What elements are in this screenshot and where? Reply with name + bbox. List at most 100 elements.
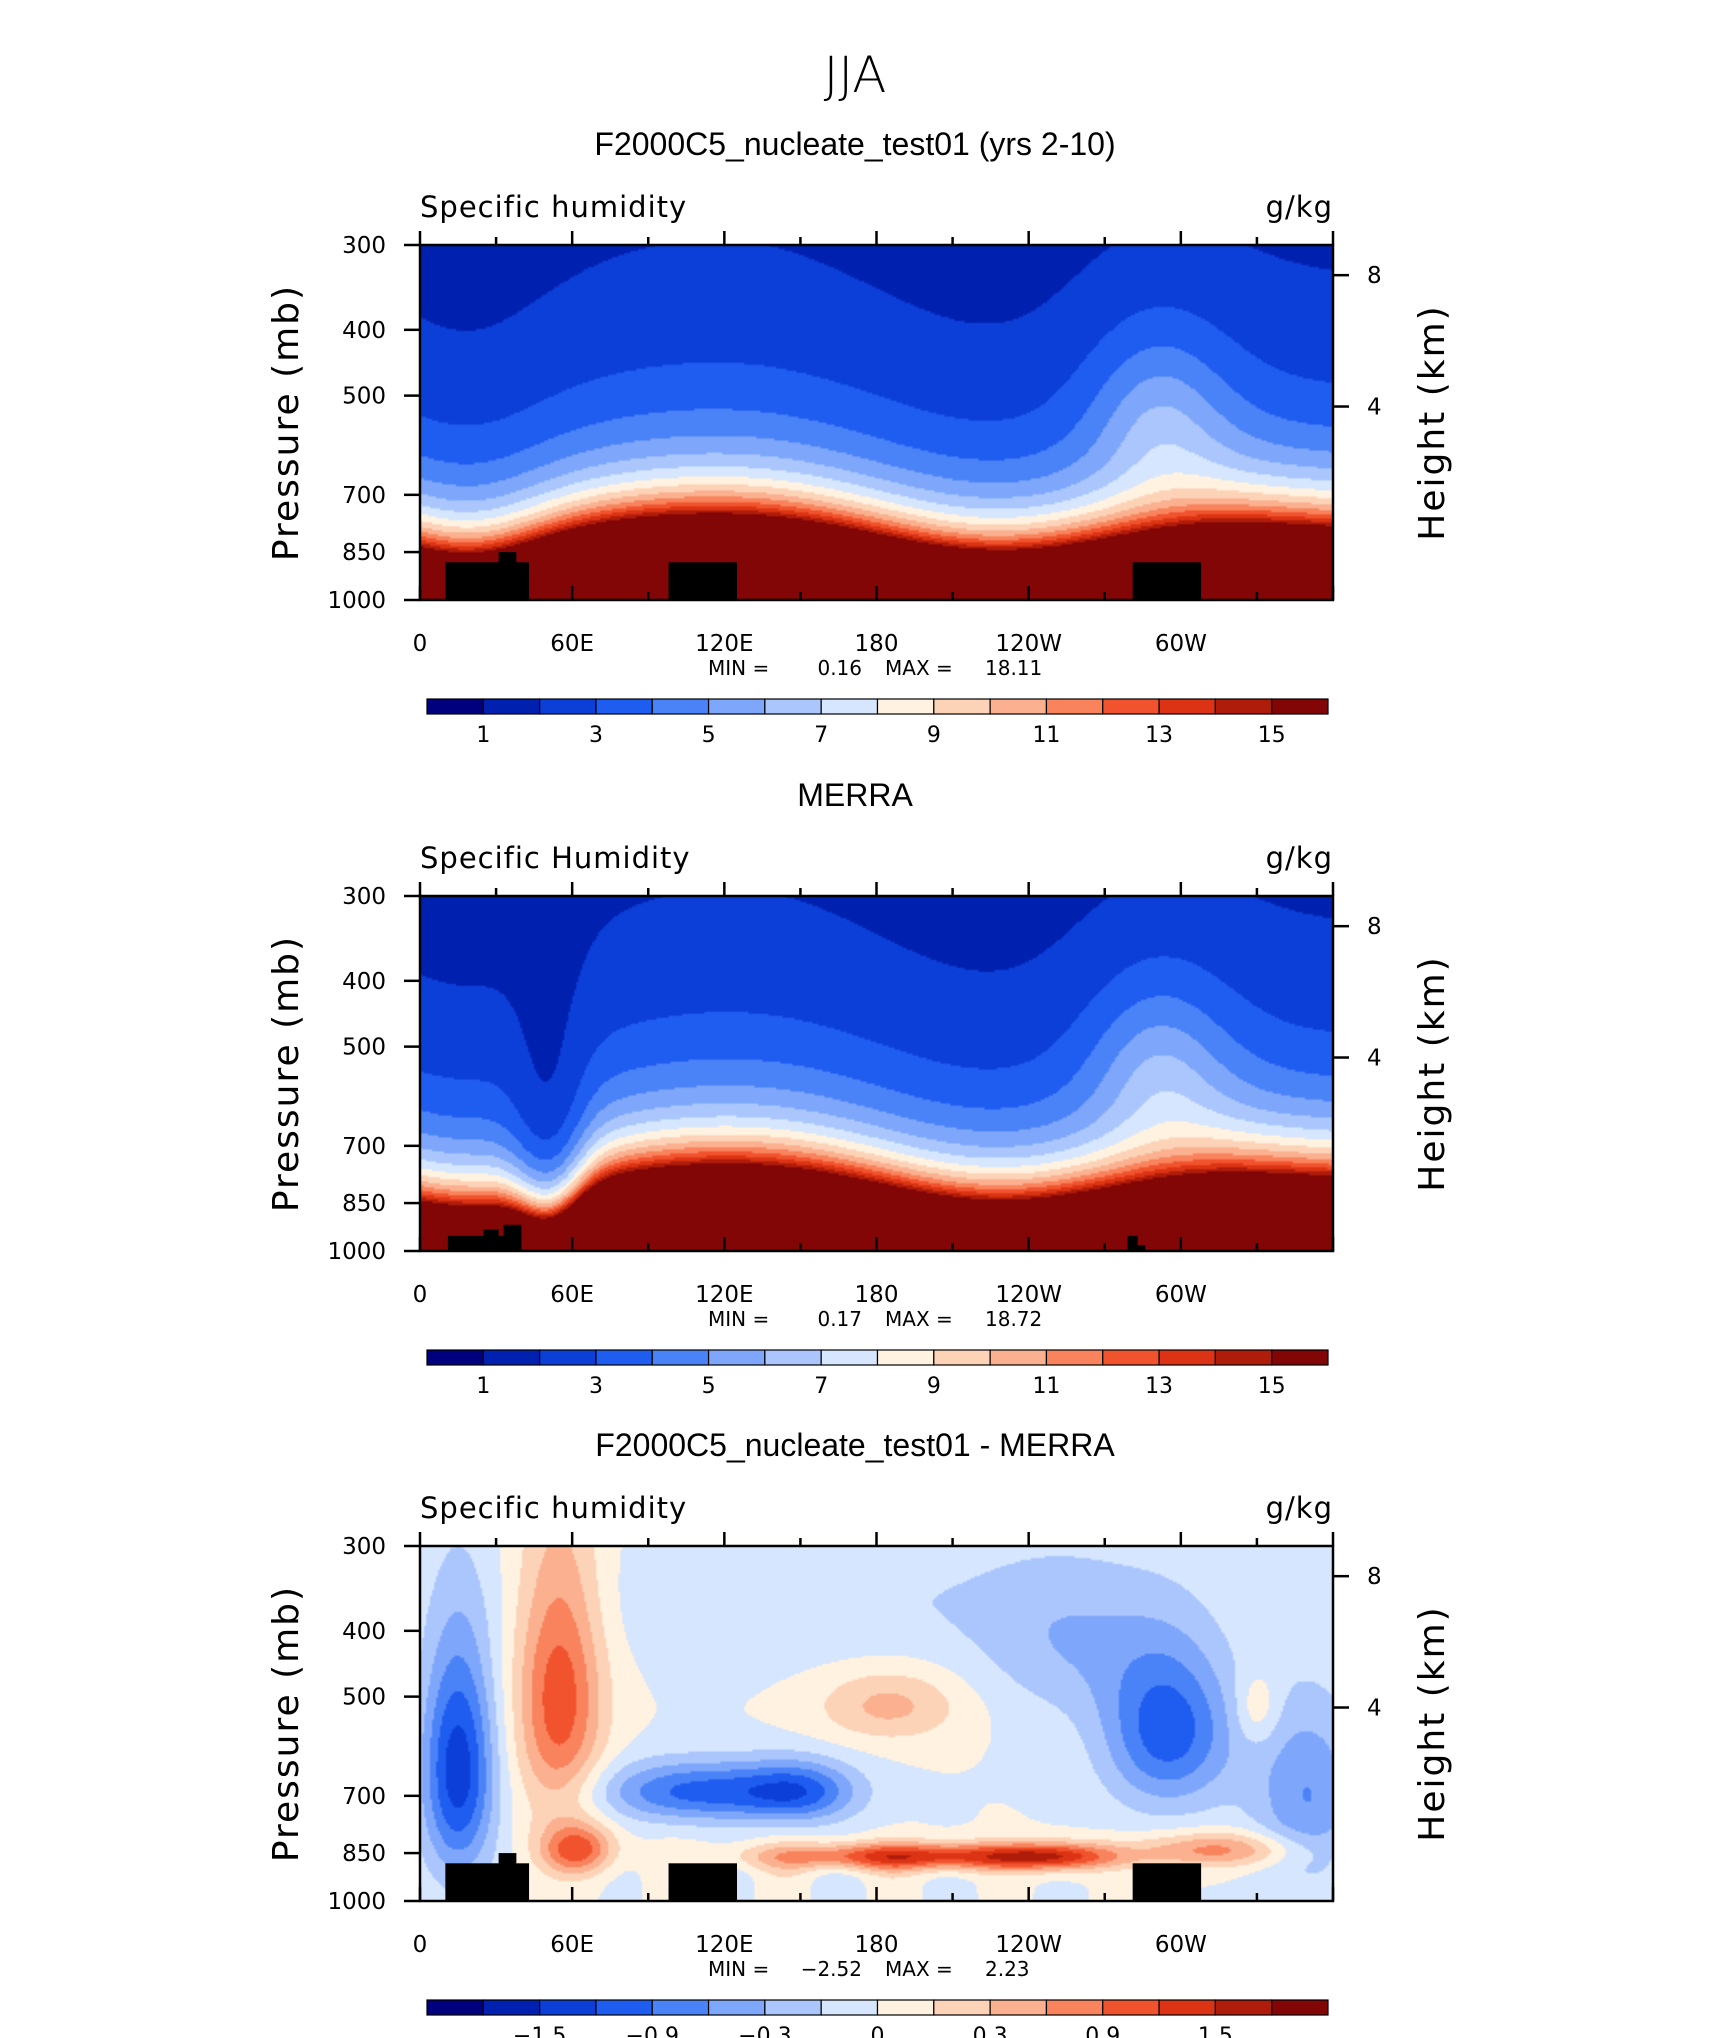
height-tick-label: 4 [1367, 395, 1382, 421]
max-label: MAX = [885, 1307, 953, 1331]
colorbar-label: 9 [927, 723, 941, 748]
colorbar-label: 0.9 [1085, 2024, 1120, 2038]
topography-mask [1132, 562, 1202, 600]
units-label: g/kg [1266, 1491, 1333, 1525]
colorbar-label: 9 [927, 1374, 941, 1399]
topography-mask [483, 1229, 499, 1251]
max-label: MAX = [885, 1957, 953, 1981]
topography-mask [1132, 1863, 1202, 1901]
colorbar-swatch [595, 1999, 653, 2016]
colorbar-label: −1.5 [513, 2024, 566, 2038]
min-label: MIN = [708, 1957, 769, 1981]
min-label: MIN = [708, 1307, 769, 1331]
colorbar-swatch [989, 1999, 1048, 2016]
colorbar-label: 5 [702, 1374, 716, 1399]
y-tick-label: 400 [342, 318, 386, 344]
units-label: g/kg [1266, 841, 1333, 875]
min-value: 0.17 [817, 1307, 862, 1331]
topography-mask [668, 1863, 738, 1901]
figure-title: JJA [824, 46, 887, 104]
colorbar-swatch [651, 1349, 710, 1366]
y-tick-label: 850 [342, 540, 386, 566]
x-tick-label: 120W [995, 1932, 1062, 1958]
colorbar-swatch [764, 1999, 822, 2016]
panel-title: F2000C5_nucleate_test01 - MERRA [595, 1427, 1115, 1463]
height-tick-label: 8 [1367, 1564, 1382, 1590]
field-label: Specific humidity [420, 190, 687, 224]
colorbar-swatch [426, 1999, 484, 2016]
x-tick-label: 60E [550, 631, 594, 657]
colorbar-swatch [764, 1349, 822, 1366]
colorbar-swatch [1271, 698, 1329, 715]
min-value: 0.16 [817, 656, 862, 680]
colorbar-swatch [1214, 1999, 1273, 2016]
x-tick-label: 120E [695, 1932, 753, 1958]
y-tick-label: 300 [342, 1534, 386, 1560]
x-tick-label: 0 [413, 1282, 428, 1308]
contour-field [420, 1546, 1333, 1901]
y-tick-label: 400 [342, 1619, 386, 1645]
colorbar-swatch [1102, 1349, 1160, 1366]
colorbar-swatch [595, 1349, 653, 1366]
y-tick-label: 500 [342, 384, 386, 410]
colorbar-label: 5 [702, 723, 716, 748]
y-tick-label: 700 [342, 1784, 386, 1810]
max-label: MAX = [885, 656, 953, 680]
colorbar-swatch [595, 698, 653, 715]
colorbar-label: 13 [1145, 723, 1173, 748]
panel-1: F2000C5_nucleate_test01 (yrs 2-10) Specif… [266, 126, 1453, 748]
topography-mask [498, 1853, 517, 1901]
x-tick-label: 180 [855, 1932, 899, 1958]
colorbar-swatch [1045, 698, 1104, 715]
x-tick-label: 0 [413, 1932, 428, 1958]
topography-mask [668, 562, 738, 600]
x-tick-label: 120E [695, 631, 753, 657]
field-label: Specific Humidity [420, 841, 691, 875]
field-label: Specific humidity [420, 1491, 687, 1525]
colorbar-swatch [933, 698, 991, 715]
colorbar-swatch [707, 1349, 766, 1366]
colorbar-swatch [820, 698, 879, 715]
y-tick-label: 1000 [327, 1889, 386, 1915]
colorbar-label: 1.5 [1198, 2024, 1233, 2038]
y-tick-label: 700 [342, 1134, 386, 1160]
x-tick-label: 60W [1155, 1282, 1207, 1308]
panel-2: MERRA Specific Humidity g/kg 0 60E 120E 180 120… [266, 777, 1453, 1399]
x-tick-label: 120W [995, 1282, 1062, 1308]
colorbar-swatch [1158, 698, 1216, 715]
colorbar-label: 0 [871, 2024, 885, 2038]
colorbar-swatch [1271, 1999, 1329, 2016]
max-value: 18.72 [985, 1307, 1042, 1331]
colorbar-swatch [707, 1999, 766, 2016]
colorbar-label: 3 [589, 1374, 603, 1399]
colorbar-swatch [989, 698, 1048, 715]
x-tick-label: 0 [413, 631, 428, 657]
topography-mask [498, 552, 517, 600]
panel-title: F2000C5_nucleate_test01 (yrs 2-10) [594, 126, 1115, 162]
y-tick-label: 500 [342, 1035, 386, 1061]
x-tick-label: 60W [1155, 1932, 1207, 1958]
colorbar-swatch [876, 1349, 935, 1366]
x-tick-label: 120E [695, 1282, 753, 1308]
colorbar-swatch [876, 698, 935, 715]
colorbar-label: 1 [476, 1374, 490, 1399]
y-tick-label: 300 [342, 884, 386, 910]
y-tick-label: 500 [342, 1685, 386, 1711]
y-tick-label: 1000 [327, 588, 386, 614]
colorbar-swatch [933, 1999, 991, 2016]
colorbar-swatch [539, 698, 597, 715]
x-tick-label: 60W [1155, 631, 1207, 657]
colorbar-swatch [1045, 1999, 1104, 2016]
colorbar-label: 11 [1032, 1374, 1060, 1399]
colorbar-label: 7 [814, 1374, 828, 1399]
contour-field [420, 896, 1333, 1251]
y-tick-label: 850 [342, 1191, 386, 1217]
colorbar-swatch [1158, 1999, 1216, 2016]
colorbar-swatch [707, 698, 766, 715]
panels: F2000C5_nucleate_test01 (yrs 2-10) Specif… [266, 126, 1453, 2038]
y-tick-label: 300 [342, 233, 386, 259]
colorbar-label: 11 [1032, 723, 1060, 748]
colorbar-swatch [1271, 1349, 1329, 1366]
height-axis-title: Height (km) [1412, 304, 1453, 540]
